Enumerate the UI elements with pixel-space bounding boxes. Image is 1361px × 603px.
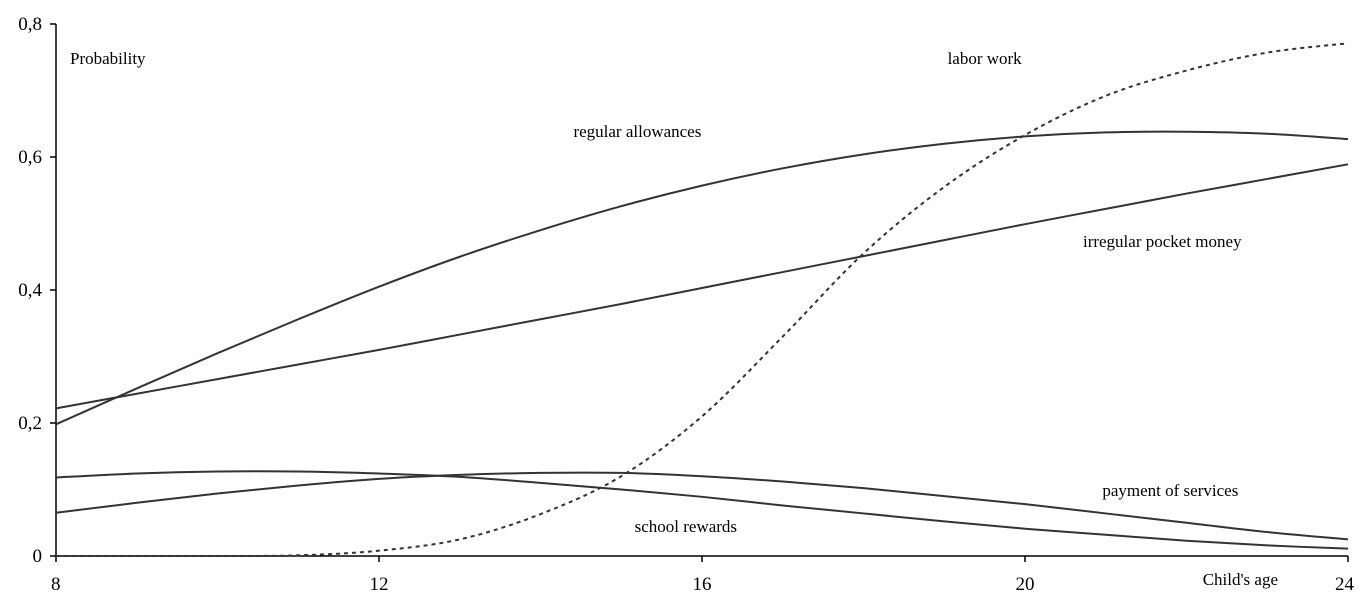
- x-tick-label: 16: [693, 574, 712, 595]
- y-tick-label: 0,6: [18, 147, 42, 168]
- y-tick-label: 0,4: [18, 280, 42, 301]
- series-line-irregular-pocket-money: [55, 163, 1349, 410]
- x-axis-title: Child's age: [1203, 570, 1278, 589]
- series-label-payment-of-services: payment of services: [1102, 481, 1238, 500]
- series-line-school-rewards: [55, 470, 1349, 550]
- series-line-regular-allowances: [55, 130, 1349, 426]
- x-tick-label: 12: [370, 574, 389, 595]
- y-tick-label: 0,2: [18, 413, 42, 434]
- y-axis-ticks: 0 0,2 0,4 0,6 0,8: [18, 14, 56, 567]
- y-axis-title: Probability: [70, 49, 146, 68]
- series-line-labor-work: [56, 42, 1349, 558]
- series-label-labor-work: labor work: [948, 49, 1023, 68]
- x-axis-ticks: 8 12 16 20 24: [51, 556, 1355, 595]
- series-label-irregular-pocket-money: irregular pocket money: [1083, 232, 1242, 251]
- x-tick-label: 20: [1016, 574, 1035, 595]
- x-tick-label: 8: [51, 574, 61, 595]
- axes: 0 0,2 0,4 0,6 0,8 8 12 16 20 24: [18, 14, 1354, 595]
- series-labels: labor work regular allowances irregular po…: [573, 49, 1242, 536]
- series-label-school-rewards: school rewards: [635, 517, 737, 536]
- y-tick-label: 0,8: [18, 14, 42, 35]
- series-label-regular-allowances: regular allowances: [573, 122, 701, 141]
- y-tick-label: 0: [33, 546, 43, 567]
- series-lines: [55, 42, 1349, 558]
- series-line-payment-of-services: [55, 471, 1349, 541]
- x-tick-label: 24: [1335, 574, 1355, 595]
